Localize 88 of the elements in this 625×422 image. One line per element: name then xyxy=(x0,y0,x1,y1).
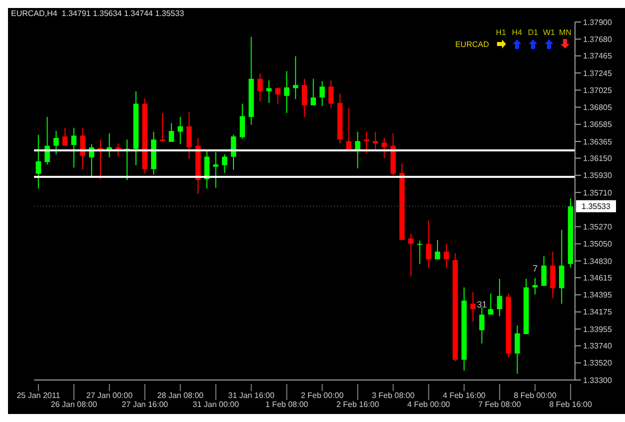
candlestick xyxy=(434,239,440,260)
candlestick xyxy=(328,80,334,108)
y-tick-label: 1.37465 xyxy=(583,52,612,61)
ref-line-label: 1.35533 xyxy=(582,202,612,212)
candlestick xyxy=(470,292,476,322)
candlestick xyxy=(275,86,280,104)
annotation: H1 xyxy=(495,28,507,37)
candlestick xyxy=(320,80,325,107)
candlestick xyxy=(240,103,245,140)
candlestick xyxy=(408,233,414,277)
candlestick xyxy=(292,56,298,100)
x-tick-label: 4 Feb 16:00 xyxy=(442,391,486,400)
annotation: H4 xyxy=(511,28,523,37)
y-tick-label: 1.35270 xyxy=(583,222,612,232)
annotation: EURCAD xyxy=(455,40,489,48)
annotation: 7 xyxy=(532,263,538,274)
y-tick-label: 1.36585 xyxy=(583,120,612,130)
x-tick-label: 25 Jan 2011 xyxy=(16,391,61,400)
candlestick xyxy=(355,131,360,169)
x-tick-label: 31 Jan 00:00 xyxy=(192,400,240,409)
candlestick xyxy=(541,256,547,286)
y-tick-label: 1.36150 xyxy=(583,154,612,164)
x-tick-label: 31 Jan 16:00 xyxy=(228,391,275,400)
y-tick-label: 1.37900 xyxy=(583,18,612,27)
candlestick xyxy=(310,78,316,106)
candlestick xyxy=(444,243,449,268)
candlestick xyxy=(71,127,76,168)
candlestick xyxy=(346,107,352,151)
y-tick-label: 1.35050 xyxy=(583,240,612,249)
x-tick-label: 8 Feb 00:00 xyxy=(514,391,557,400)
candlestick xyxy=(550,251,556,299)
candlestick xyxy=(496,278,502,317)
candlestick xyxy=(479,307,484,344)
x-tick-label: 4 Feb 00:00 xyxy=(407,400,451,409)
candlestick xyxy=(213,151,218,188)
candlestick xyxy=(266,80,272,104)
annotation: 31 xyxy=(476,299,487,310)
y-tick-label: 1.33955 xyxy=(583,324,612,334)
annotation: MN xyxy=(559,28,572,37)
y-tick-label: 1.34615 xyxy=(583,274,612,282)
x-tick-label: 7 Feb 08:00 xyxy=(478,400,522,409)
y-tick-label: 1.37245 xyxy=(583,68,612,78)
candlestick xyxy=(532,278,538,295)
candlestick xyxy=(426,220,432,268)
candlestick xyxy=(372,131,378,151)
annotation: W1 xyxy=(543,28,555,37)
candlestick xyxy=(488,293,494,316)
x-tick-label: 8 Feb 16:00 xyxy=(549,400,592,409)
x-tick-label: 28 Jan 08:00 xyxy=(157,391,204,400)
annotation: D1 xyxy=(527,28,539,37)
candlestick xyxy=(222,154,228,174)
x-tick-label: 27 Jan 16:00 xyxy=(122,400,169,409)
candlestick xyxy=(284,70,290,114)
candlestick xyxy=(44,116,50,165)
candlestick xyxy=(160,112,166,142)
y-tick-label: 1.34395 xyxy=(583,290,612,300)
candlestick xyxy=(514,325,520,374)
y-tick-label: 1.34175 xyxy=(583,308,612,317)
candlestick xyxy=(36,134,42,190)
candlestick xyxy=(364,131,370,154)
candlestick xyxy=(382,137,387,159)
y-tick-label: 1.33740 xyxy=(583,342,612,351)
y-tick-label: 1.37025 xyxy=(583,86,612,95)
candlestick xyxy=(417,240,422,265)
candlestick xyxy=(178,116,183,145)
y-tick-label: 1.33520 xyxy=(583,358,612,368)
x-tick-label: 2 Feb 16:00 xyxy=(336,400,380,409)
candlestick xyxy=(559,229,564,304)
x-tick-label: 27 Jan 00:00 xyxy=(86,391,134,400)
x-tick-label: 26 Jan 08:00 xyxy=(50,400,98,409)
candlestick xyxy=(168,122,174,142)
y-tick-label: 1.37680 xyxy=(583,34,612,44)
y-tick-label: 1.36805 xyxy=(583,103,612,112)
y-tick-label: 1.36365 xyxy=(583,137,612,146)
candlestick xyxy=(257,72,263,102)
x-tick-label: 1 Feb 08:00 xyxy=(265,400,309,409)
y-tick-label: 1.34830 xyxy=(583,256,612,266)
x-tick-label: 2 Feb 00:00 xyxy=(300,391,344,400)
candlestick xyxy=(62,127,68,146)
x-tick-label: 3 Feb 08:00 xyxy=(372,391,416,400)
candlestick xyxy=(54,130,59,155)
chart-title: EURCAD,H4 1.34791 1.35634 1.34744 1.35533 xyxy=(11,9,184,18)
y-tick-label: 1.35930 xyxy=(583,171,612,180)
y-tick-label: 1.33300 xyxy=(583,376,612,385)
candlestick xyxy=(302,78,308,118)
candlestick xyxy=(80,127,86,170)
candlestick xyxy=(186,112,192,160)
y-tick-label: 1.35710 xyxy=(583,188,612,198)
